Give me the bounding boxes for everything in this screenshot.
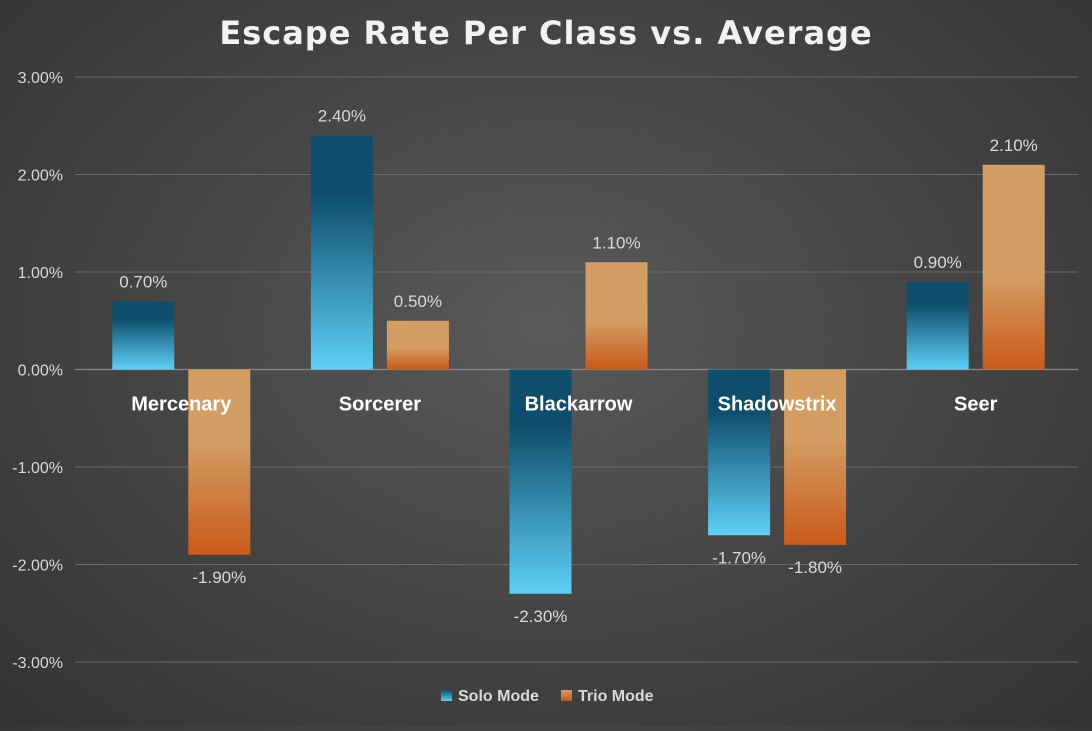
data-label: 1.10% xyxy=(592,233,640,252)
chart-title: Escape Rate Per Class vs. Average xyxy=(219,14,872,52)
legend-label-trio: Trio Mode xyxy=(578,688,654,705)
legend: Solo Mode Trio Mode xyxy=(441,688,654,705)
category-label-seer: Seer xyxy=(954,394,998,416)
bar-solo-sorcerer xyxy=(310,135,373,370)
y-tick-label: 0.00% xyxy=(18,363,63,380)
data-labels: 0.70% -1.90% 2.40% 0.50% -2.30% 1.10% -1.70% -1… xyxy=(119,107,1038,626)
bar-solo-shadowstrix xyxy=(708,369,771,536)
y-tick-label: 1.00% xyxy=(18,265,63,282)
y-tick-label: 2.00% xyxy=(18,168,63,185)
category-label-blackarrow: Blackarrow xyxy=(525,394,633,416)
category-label-sorcerer: Sorcerer xyxy=(339,394,421,416)
data-label: -1.80% xyxy=(788,558,842,577)
data-label: 0.50% xyxy=(394,292,442,311)
category-label-shadowstrix: Shadowstrix xyxy=(718,394,837,416)
bar-trio-blackarrow xyxy=(585,262,648,370)
y-axis-tick-labels: 3.00% 2.00% 1.00% 0.00% -1.00% -2.00% -3.00% xyxy=(12,70,63,672)
y-tick-label: -3.00% xyxy=(12,655,63,672)
data-label: 2.40% xyxy=(318,107,366,126)
bar-solo-blackarrow xyxy=(509,369,572,594)
y-tick-label: -2.00% xyxy=(12,558,63,575)
bar-trio-sorcerer xyxy=(386,320,449,370)
data-label: -2.30% xyxy=(514,607,568,626)
data-label: 0.90% xyxy=(914,253,962,272)
bar-trio-shadowstrix xyxy=(784,369,847,545)
bar-solo-seer xyxy=(906,281,969,370)
legend-label-solo: Solo Mode xyxy=(458,688,539,705)
bar-solo-mercenary xyxy=(112,301,175,370)
bar-trio-seer xyxy=(982,164,1045,370)
category-labels: Mercenary Sorcerer Blackarrow Shadowstrix Se… xyxy=(131,394,997,416)
y-tick-label: -1.00% xyxy=(12,460,63,477)
category-label-mercenary: Mercenary xyxy=(131,394,232,416)
data-label: 2.10% xyxy=(990,136,1038,155)
bar-trio-mercenary xyxy=(188,369,251,555)
y-tick-label: 3.00% xyxy=(18,70,63,87)
data-label: 0.70% xyxy=(119,272,167,291)
legend-swatch-solo xyxy=(441,690,452,701)
data-label: -1.70% xyxy=(712,548,766,567)
bars xyxy=(112,135,1045,594)
data-label: -1.90% xyxy=(192,568,246,587)
legend-swatch-trio xyxy=(561,690,572,701)
